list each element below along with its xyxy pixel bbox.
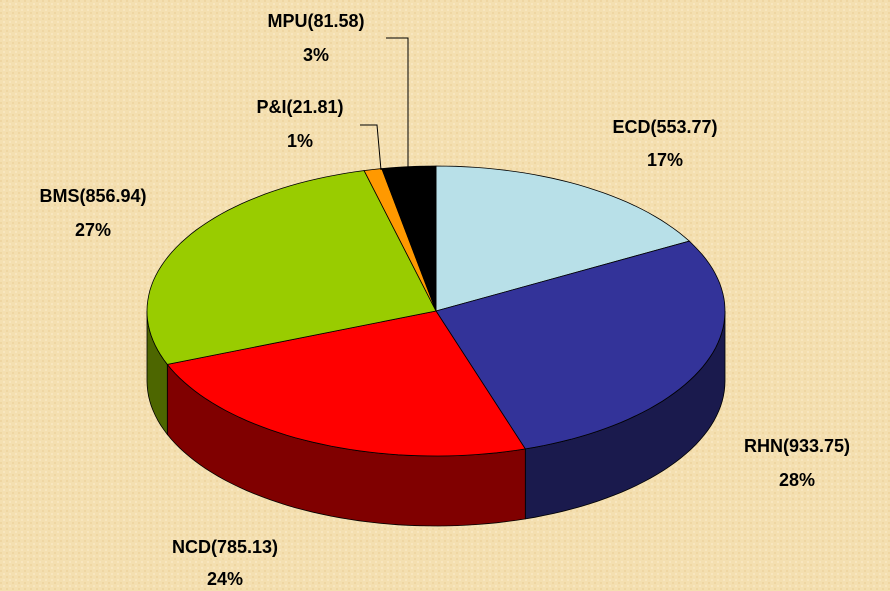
slice	[435, 240, 726, 450]
slice	[166, 310, 526, 457]
slice	[435, 165, 691, 312]
leader-line	[360, 124, 382, 171]
category-label: MPU(81.58)	[267, 11, 364, 31]
category-label: ECD(553.77)	[612, 117, 717, 137]
category-label: BMS(856.94)	[39, 186, 146, 206]
value-label: 28%	[779, 470, 815, 490]
category-label: RHN(933.75)	[744, 436, 850, 456]
value-label: 27%	[75, 220, 111, 240]
value-label: 24%	[207, 569, 243, 589]
pie	[146, 165, 726, 527]
category-label: P&I(21.81)	[256, 97, 343, 117]
category-label: NCD(785.13)	[172, 537, 278, 557]
leader-line	[386, 37, 409, 168]
value-label: 17%	[647, 150, 683, 170]
slice	[381, 165, 437, 312]
value-label: 1%	[287, 131, 313, 151]
value-label: 3%	[303, 45, 329, 65]
slice	[146, 170, 437, 365]
